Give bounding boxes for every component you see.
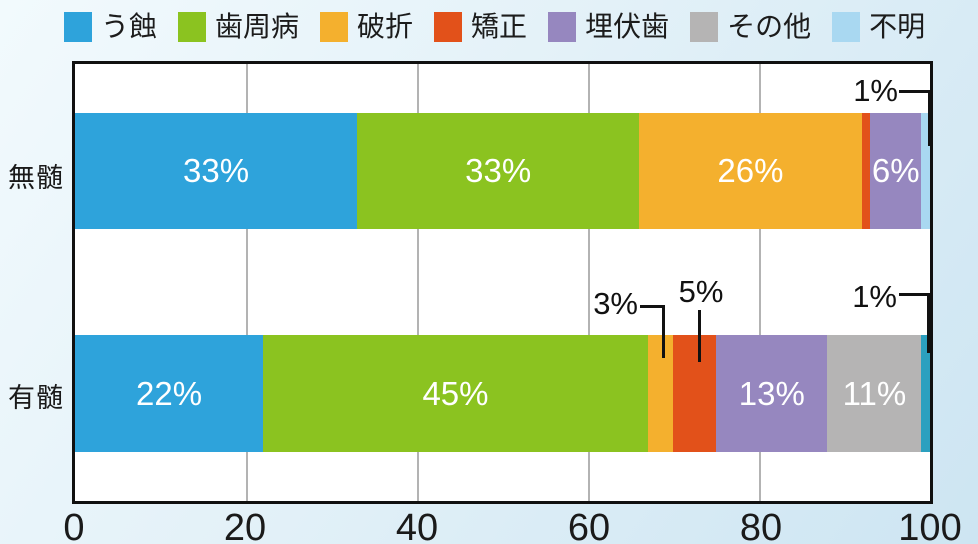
legend-swatch-fracture-icon <box>320 12 349 42</box>
stacked-bar-pulpless: 33% 33% 26% 6% <box>75 113 930 229</box>
gridline-60 <box>588 64 590 501</box>
bar-segment-value-label: 26% <box>717 152 784 189</box>
x-tick-80: 80 <box>739 507 783 544</box>
legend-label: 不明 <box>869 11 926 42</box>
bar-segment-矯正 <box>861 113 871 229</box>
callout-leader-vital-unknown <box>899 293 930 353</box>
legend-item-fracture: 破折 <box>320 6 413 48</box>
legend-swatch-impacted-icon <box>548 12 577 42</box>
legend-label: 歯周病 <box>215 11 300 42</box>
bar-segment-value-label: 13% <box>738 374 805 412</box>
gridline-20 <box>246 64 248 501</box>
legend-swatch-caries-icon <box>64 12 92 42</box>
callout-label-vital-orthodontic: 5% <box>678 274 724 309</box>
bar-segment-value-label: 33% <box>465 152 532 189</box>
bar-segment-value-label: 45% <box>422 374 489 412</box>
bar-segment-value-label: 33% <box>183 152 250 189</box>
legend-swatch-other-icon <box>690 12 719 42</box>
bar-segment-value-label: 22% <box>136 374 203 412</box>
stacked-bar-vital: 22% 45% 13% 11% <box>75 335 930 452</box>
bar-segment-矯正 <box>673 335 717 452</box>
chart-legend: う蝕 歯周病 破折 矯正 埋伏歯 その他 不明 <box>64 6 925 48</box>
legend-item-caries: う蝕 <box>64 6 157 48</box>
gridline-40 <box>417 64 419 501</box>
legend-item-other: その他 <box>690 6 811 48</box>
bar-segment-歯周病: 33% <box>357 113 640 229</box>
x-tick-60: 60 <box>567 507 611 544</box>
bar-segment-埋伏歯: 13% <box>716 335 828 452</box>
legend-swatch-orthodontic-icon <box>434 12 463 42</box>
callout-label-pulpless-unknown: 1% <box>853 73 898 108</box>
bar-segment-破折 <box>647 335 674 452</box>
legend-item-impacted: 埋伏歯 <box>548 6 669 48</box>
legend-label: 矯正 <box>471 11 528 42</box>
bar-segment-value-label: 11% <box>842 374 907 412</box>
gridline-80 <box>759 64 761 501</box>
plot-area: 33% 33% 26% 6% 22% 45% 13% 11% 1% 3% 5% 1% <box>72 61 933 504</box>
category-label-vital: 有髄 <box>8 383 64 413</box>
bar-segment-value-label: 6% <box>871 152 920 189</box>
bar-segment-その他: 11% <box>827 335 922 452</box>
callout-leader-pulpless-unknown <box>899 90 931 146</box>
legend-label: う蝕 <box>101 11 158 42</box>
category-label-pulpless: 無髄 <box>8 163 64 193</box>
legend-label: 破折 <box>357 11 414 42</box>
x-tick-20: 20 <box>223 507 267 544</box>
legend-swatch-unknown-icon <box>832 12 861 42</box>
callout-leader-vital-fracture <box>640 305 665 358</box>
legend-swatch-periodontal-icon <box>178 12 207 42</box>
bar-segment-う蝕: 33% <box>75 113 358 229</box>
bar-segment-埋伏歯: 6% <box>870 113 922 229</box>
legend-item-unknown: 不明 <box>832 6 925 48</box>
callout-leader-vital-orthodontic <box>698 310 701 362</box>
callout-label-vital-fracture: 3% <box>593 286 638 321</box>
bar-segment-不明 <box>921 113 930 229</box>
x-tick-100: 100 <box>898 507 962 544</box>
legend-item-periodontal: 歯周病 <box>178 6 299 48</box>
bar-segment-不明 <box>921 335 930 452</box>
callout-label-vital-unknown: 1% <box>852 279 897 314</box>
legend-label: 埋伏歯 <box>585 11 670 42</box>
x-tick-40: 40 <box>395 507 439 544</box>
bar-segment-う蝕: 22% <box>75 335 264 452</box>
legend-label: その他 <box>727 11 812 42</box>
x-tick-0: 0 <box>63 507 85 544</box>
bar-segment-破折: 26% <box>639 113 862 229</box>
legend-item-orthodontic: 矯正 <box>434 6 527 48</box>
bar-segment-歯周病: 45% <box>263 335 648 452</box>
